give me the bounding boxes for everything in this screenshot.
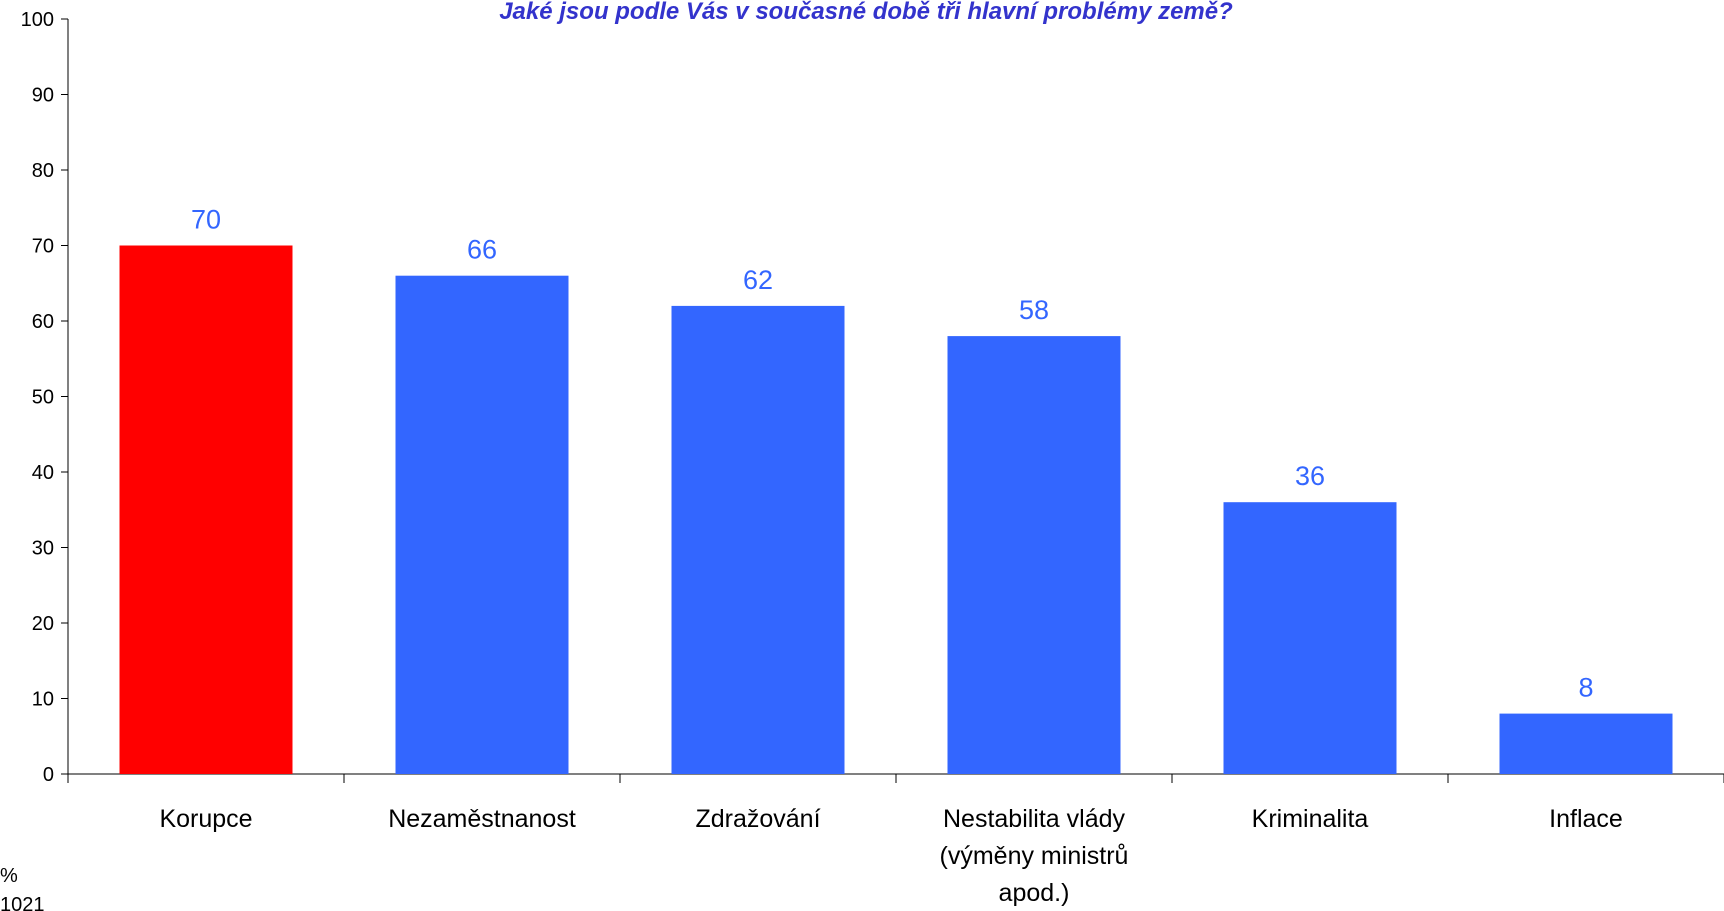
y-axis-labels: 0 10 20 30 40 50 60 70 80 90 100 bbox=[21, 9, 54, 786]
bar bbox=[119, 245, 293, 774]
y-tick-label: 80 bbox=[32, 160, 54, 182]
bar bbox=[671, 305, 845, 774]
x-axis-labels: Korupce Nezaměstnanost Zdražování Nestabili… bbox=[159, 805, 1622, 907]
y-tick-label: 50 bbox=[32, 387, 54, 409]
data-label: 58 bbox=[1019, 295, 1049, 325]
y-tick-label: 0 bbox=[43, 764, 54, 786]
data-label: 62 bbox=[743, 265, 773, 295]
x-tick-label: Nezaměstnanost bbox=[388, 805, 576, 833]
axes bbox=[61, 18, 1724, 783]
y-tick-label: 40 bbox=[32, 462, 54, 484]
x-tick-label: Kriminalita bbox=[1252, 805, 1369, 833]
y-tick-label: 100 bbox=[21, 9, 54, 31]
y-tick-label: 30 bbox=[32, 538, 54, 560]
bar bbox=[395, 275, 569, 774]
data-label: 36 bbox=[1295, 461, 1325, 491]
y-tick-label: 70 bbox=[32, 236, 54, 258]
footnote-unit: % bbox=[0, 865, 18, 887]
y-tick-label: 20 bbox=[32, 613, 54, 635]
bars bbox=[119, 245, 1673, 774]
data-label: 66 bbox=[467, 235, 497, 265]
footnote-count: 1021 bbox=[0, 894, 45, 911]
data-label: 70 bbox=[191, 205, 221, 235]
x-tick-label: Inflace bbox=[1549, 805, 1623, 833]
data-label: 8 bbox=[1578, 673, 1593, 703]
bar bbox=[1499, 713, 1673, 774]
bar bbox=[947, 336, 1121, 774]
x-tick-label: Nestabilita vlády (výměny ministrů apod.) bbox=[940, 805, 1129, 907]
x-tick-label: Korupce bbox=[159, 805, 252, 833]
y-tick-label: 10 bbox=[32, 689, 54, 711]
chart-title: Jaké jsou podle Vás v současné době tři … bbox=[499, 0, 1233, 25]
y-tick-label: 60 bbox=[32, 311, 54, 333]
x-tick-label: Zdražování bbox=[695, 805, 820, 833]
data-labels: 70 66 62 58 36 8 bbox=[191, 205, 1594, 703]
bar bbox=[1223, 502, 1397, 774]
y-tick-label: 90 bbox=[32, 85, 54, 107]
